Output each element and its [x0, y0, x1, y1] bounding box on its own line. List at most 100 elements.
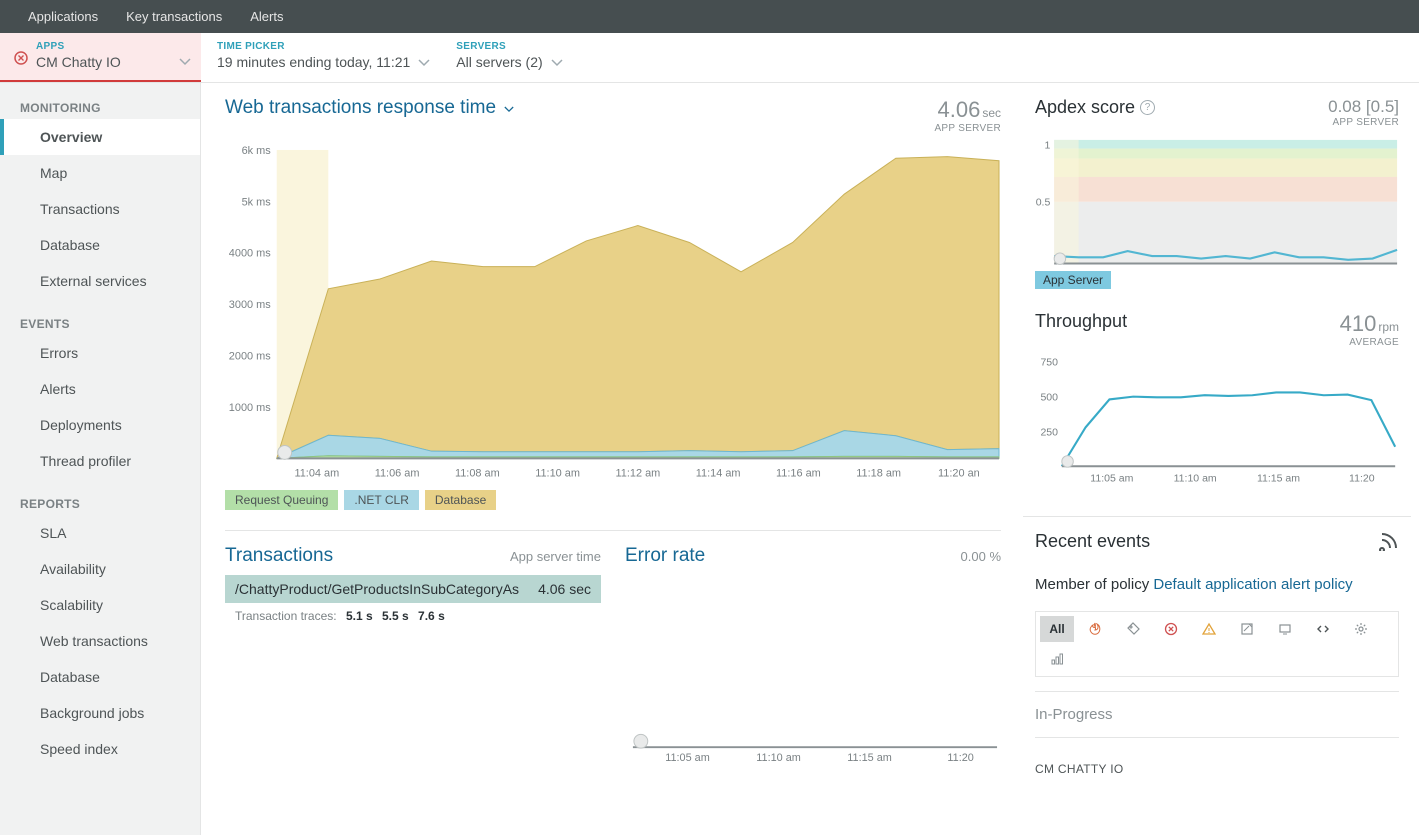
- transactions-subtitle: App server time: [510, 549, 601, 564]
- svg-text:6k ms: 6k ms: [242, 145, 272, 157]
- response-time-title[interactable]: Web transactions response time: [225, 97, 514, 119]
- svg-text:5k ms: 5k ms: [242, 196, 272, 208]
- help-icon[interactable]: ?: [1140, 100, 1155, 115]
- sidebar-item-external-services[interactable]: External services: [0, 263, 200, 299]
- error-rate-panel: Error rate 0.00 % 11:05 am11:10 am11:15 …: [625, 545, 1001, 765]
- sidebar-section-reports: REPORTS: [0, 479, 200, 515]
- svg-text:11:05 am: 11:05 am: [665, 752, 710, 764]
- svg-text:2000 ms: 2000 ms: [229, 351, 271, 363]
- apps-value: CM Chatty IO: [36, 54, 171, 70]
- nav-applications[interactable]: Applications: [14, 9, 112, 24]
- legend-database[interactable]: Database: [425, 490, 496, 510]
- servers-label: SERVERS: [456, 41, 542, 52]
- apdex-chart[interactable]: 10.5: [1035, 138, 1399, 267]
- sidebar-item-transactions[interactable]: Transactions: [0, 191, 200, 227]
- svg-text:11:20: 11:20: [947, 752, 973, 764]
- sidebar-item-scalability[interactable]: Scalability: [0, 587, 200, 623]
- filter-code-icon[interactable]: [1306, 616, 1340, 642]
- svg-text:11:15 am: 11:15 am: [1257, 473, 1300, 485]
- nav-key-transactions[interactable]: Key transactions: [112, 9, 236, 24]
- trace-3[interactable]: 7.6 s: [418, 609, 445, 623]
- svg-text:11:10 am: 11:10 am: [535, 467, 580, 479]
- svg-text:11:10 am: 11:10 am: [1174, 473, 1217, 485]
- sidebar-section-monitoring: MONITORING: [0, 83, 200, 119]
- transaction-name: /ChattyProduct/GetProductsInSubCategoryA…: [235, 581, 519, 597]
- svg-text:0.5: 0.5: [1036, 197, 1051, 209]
- filter-gear-icon[interactable]: [1344, 616, 1378, 642]
- transaction-row[interactable]: /ChattyProduct/GetProductsInSubCategoryA…: [225, 575, 601, 603]
- sidebar-item-overview[interactable]: Overview: [0, 119, 200, 155]
- nav-alerts[interactable]: Alerts: [236, 9, 297, 24]
- sidebar-item-errors[interactable]: Errors: [0, 335, 200, 371]
- rss-icon[interactable]: [1379, 531, 1399, 554]
- filter-error-icon[interactable]: [1154, 616, 1188, 642]
- app-picker[interactable]: APPS CM Chatty IO: [0, 33, 201, 82]
- filter-bars-icon[interactable]: [1040, 646, 1074, 672]
- svg-text:1000 ms: 1000 ms: [229, 402, 271, 414]
- svg-text:11:06 am: 11:06 am: [375, 467, 420, 479]
- time-label: TIME PICKER: [217, 41, 410, 52]
- sidebar-item-database-report[interactable]: Database: [0, 659, 200, 695]
- transaction-traces: Transaction traces: 5.1 s 5.5 s 7.6 s: [225, 603, 601, 629]
- filter-bar: APPS CM Chatty IO TIME PICKER 19 minutes…: [0, 33, 1419, 83]
- svg-text:11:18 am: 11:18 am: [856, 467, 901, 479]
- events-filter: All: [1035, 611, 1399, 677]
- top-nav: Applications Key transactions Alerts: [0, 0, 1419, 33]
- policy-link[interactable]: Default application alert policy: [1153, 576, 1352, 593]
- svg-text:4000 ms: 4000 ms: [229, 248, 271, 260]
- chevron-down-icon: [179, 54, 191, 69]
- sidebar-item-alerts[interactable]: Alerts: [0, 371, 200, 407]
- filter-all[interactable]: All: [1040, 616, 1074, 642]
- event-item[interactable]: CM CHATTY IO: [1035, 752, 1399, 776]
- transactions-title[interactable]: Transactions: [225, 545, 333, 567]
- response-time-metric: 4.06sec APP SERVER: [934, 97, 1001, 134]
- svg-text:11:10 am: 11:10 am: [756, 752, 801, 764]
- svg-text:11:20 an: 11:20 an: [938, 467, 980, 479]
- apdex-legend-appserver[interactable]: App Server: [1035, 271, 1111, 289]
- sidebar-item-deployments[interactable]: Deployments: [0, 407, 200, 443]
- filter-note-icon[interactable]: [1230, 616, 1264, 642]
- svg-text:250: 250: [1040, 427, 1058, 439]
- chevron-down-icon: [418, 55, 430, 70]
- svg-text:11:20: 11:20: [1349, 473, 1375, 485]
- transactions-panel: Transactions App server time /ChattyProd…: [225, 545, 601, 765]
- legend-net-clr[interactable]: .NET CLR: [344, 490, 418, 510]
- status-error-icon: [14, 51, 28, 68]
- sidebar-item-map[interactable]: Map: [0, 155, 200, 191]
- filter-tag-icon[interactable]: [1116, 616, 1150, 642]
- svg-text:11:04 am: 11:04 am: [294, 467, 339, 479]
- throughput-metric: 410rpm AVERAGE: [1340, 311, 1399, 348]
- throughput-title[interactable]: Throughput: [1035, 311, 1127, 332]
- sidebar-item-web-transactions[interactable]: Web transactions: [0, 623, 200, 659]
- sidebar-item-thread-profiler[interactable]: Thread profiler: [0, 443, 200, 479]
- sidebar-item-database[interactable]: Database: [0, 227, 200, 263]
- sidebar: MONITORING Overview Map Transactions Dat…: [0, 83, 201, 835]
- legend-request-queuing[interactable]: Request Queuing: [225, 490, 338, 510]
- error-rate-title[interactable]: Error rate: [625, 545, 705, 567]
- time-value: 19 minutes ending today, 11:21: [217, 54, 410, 70]
- filter-display-icon[interactable]: [1268, 616, 1302, 642]
- recent-events-title: Recent events: [1035, 531, 1150, 552]
- error-rate-chart[interactable]: 11:05 am11:10 am11:15 am11:20: [625, 577, 1001, 765]
- sidebar-item-sla[interactable]: SLA: [0, 515, 200, 551]
- sidebar-item-background-jobs[interactable]: Background jobs: [0, 695, 200, 731]
- svg-text:750: 750: [1040, 358, 1058, 369]
- server-picker[interactable]: SERVERS All servers (2): [440, 33, 572, 82]
- apdex-title[interactable]: Apdex score ?: [1035, 97, 1155, 118]
- time-picker[interactable]: TIME PICKER 19 minutes ending today, 11:…: [201, 33, 440, 82]
- svg-text:11:12 am: 11:12 am: [615, 467, 660, 479]
- filter-warning-icon[interactable]: [1192, 616, 1226, 642]
- response-time-chart[interactable]: 6k ms 5k ms 4000 ms 3000 ms 2000 ms 1000 ms 11…: [225, 144, 1001, 482]
- sidebar-item-availability[interactable]: Availability: [0, 551, 200, 587]
- trace-2[interactable]: 5.5 s: [382, 609, 409, 623]
- trace-1[interactable]: 5.1 s: [346, 609, 373, 623]
- policy-text: Member of policy Default application ale…: [1035, 568, 1399, 601]
- svg-text:3000 ms: 3000 ms: [229, 299, 271, 311]
- sidebar-item-speed-index[interactable]: Speed index: [0, 731, 200, 767]
- throughput-chart[interactable]: 75050025011:05 am11:10 am11:15 am11:20: [1035, 358, 1399, 487]
- sidebar-section-events: EVENTS: [0, 299, 200, 335]
- inprogress-heading: In-Progress: [1035, 706, 1399, 723]
- filter-fire-icon[interactable]: [1078, 616, 1112, 642]
- chevron-down-icon: [551, 55, 563, 70]
- response-time-legend: Request Queuing .NET CLR Database: [225, 490, 1001, 510]
